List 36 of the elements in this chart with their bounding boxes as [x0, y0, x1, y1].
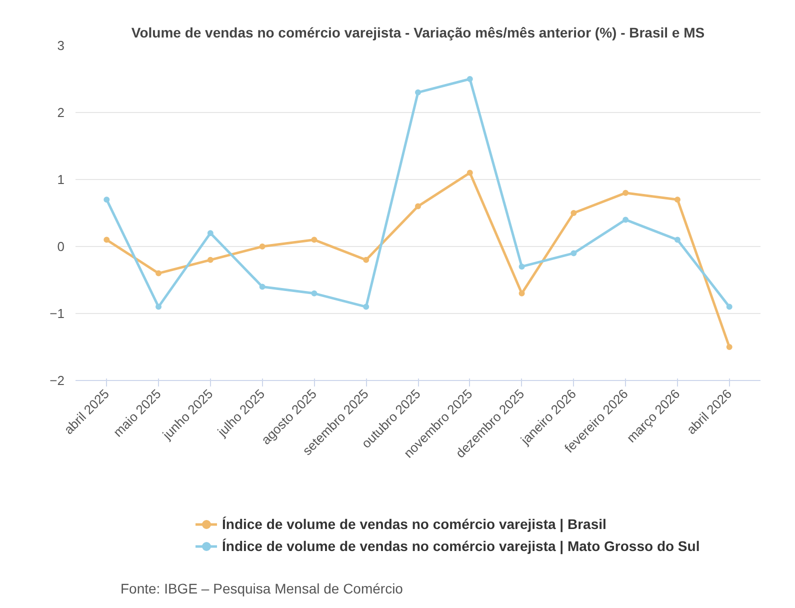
point	[311, 290, 318, 296]
point	[104, 236, 110, 243]
point	[726, 344, 732, 350]
point	[415, 89, 421, 96]
point	[518, 264, 525, 270]
point	[363, 304, 370, 310]
y-tick-label: 1	[57, 172, 65, 187]
point	[207, 230, 214, 236]
y-tick-label: 0	[57, 239, 65, 254]
point	[259, 244, 266, 250]
point	[622, 190, 629, 196]
y-tick-label: 2	[57, 105, 65, 120]
y-tick-label: 3	[57, 38, 65, 53]
y-tick-label: −2	[50, 373, 65, 388]
legend-label: Índice de volume de vendas no comércio varejista | Brasil	[222, 516, 606, 532]
point	[311, 236, 318, 243]
point	[259, 284, 266, 290]
point	[570, 210, 577, 216]
point	[518, 290, 525, 296]
point	[207, 256, 214, 263]
point	[466, 76, 473, 82]
point	[156, 304, 162, 310]
y-tick-label: −1	[50, 306, 65, 321]
point	[674, 236, 680, 243]
point	[726, 304, 732, 310]
point	[466, 170, 473, 176]
point	[156, 270, 162, 276]
source-note: Fonte: IBGE – Pesquisa Mensal de Comércio	[120, 580, 404, 596]
point	[622, 216, 629, 223]
point	[674, 196, 680, 203]
point	[415, 203, 421, 210]
point	[363, 256, 370, 263]
point	[570, 250, 577, 256]
legend-label: Índice de volume de vendas no comércio varejista | Mato Grosso do Sul	[222, 538, 700, 554]
point	[104, 196, 110, 203]
chart-title: Volume de vendas no comércio varejista - Variação mês/mês anterior (%) - Brasil e MS	[131, 24, 705, 40]
